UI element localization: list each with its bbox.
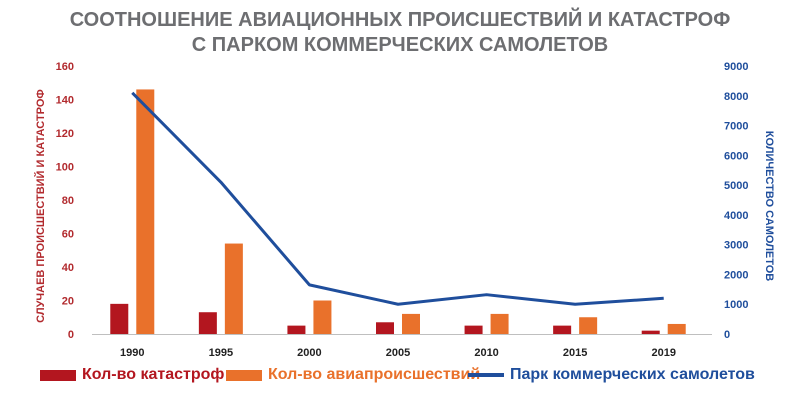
x-tick-label: 2019 [651,347,675,359]
x-tick-label: 1995 [209,347,233,359]
catastrophe-bar [376,322,394,334]
x-tick-label: 2005 [386,347,410,359]
y-left-tick-label: 0 [68,329,74,341]
y-right-tick-label: 4000 [724,210,748,222]
legend-swatch [40,369,76,381]
catastrophe-bar [464,325,483,334]
y-right-tick-label: 5000 [724,180,748,192]
legend-item: Парк коммерческих самолетов [468,366,755,384]
x-tick-label: 2015 [563,347,587,359]
incident-bar [402,313,420,334]
x-tick-label: 1990 [120,347,144,359]
legend-label: Кол-во авиапроисшествий [268,366,481,383]
legend-item: Кол-во авиапроисшествий [226,366,480,384]
catastrophe-bar [198,312,217,334]
fleet-line [131,91,664,306]
catastrophe-bar [553,325,572,334]
legend-swatch [468,373,504,377]
x-tick-label: 2010 [474,347,498,359]
y-right-tick-label: 6000 [724,150,748,162]
chart-title-line-2: С ПАРКОМ КОММЕРЧЕСКИХ САМОЛЕТОВ [191,34,609,56]
x-tick-label: 2000 [297,347,321,359]
y-left-tick-label: 60 [62,229,74,241]
y-left-tick-label: 100 [56,162,74,174]
chart-title: СООТНОШЕНИЕ АВИАЦИОННЫХ ПРОИСШЕСТВИЙ И К… [0,8,800,58]
y-right-axis-label: КОЛИЧЕСТВО САМОЛЕТОВ [763,131,775,281]
incident-bar [313,300,332,334]
incident-bar [667,323,686,334]
legend-swatch [226,369,262,381]
catastrophe-bar [287,325,306,334]
y-right-tick-label: 7000 [724,121,748,133]
y-left-tick-label: 40 [62,262,74,274]
legend-item: Кол-во катастроф [40,366,224,384]
legend-label: Парк коммерческих самолетов [510,366,755,383]
catastrophe-bar [110,303,129,334]
y-right-tick-label: 1000 [724,299,748,311]
incident-bar [136,89,155,334]
y-left-tick-label: 120 [56,128,74,140]
y-right-tick-label: 8000 [724,91,748,103]
y-right-tick-label: 0 [724,329,730,341]
y-right-tick-label: 2000 [724,269,748,281]
chart-legend: Кол-во катастроф Кол-во авиапроисшествий П… [0,366,800,390]
legend-label: Кол-во катастроф [82,366,225,383]
incident-bar [579,317,598,334]
y-left-tick-label: 80 [62,195,74,207]
incident-bar [224,243,243,334]
chart-title-line-1: СООТНОШЕНИЕ АВИАЦИОННЫХ ПРОИСШЕСТВИЙ И К… [69,9,731,31]
y-left-tick-label: 160 [56,61,74,73]
y-right-tick-label: 9000 [724,61,748,73]
y-left-axis-label: СЛУЧАЕВ ПРОИСШЕСТВИЙ И КАТАСТРОФ [34,89,47,323]
y-left-tick-label: 140 [56,95,74,107]
y-left-tick-label: 20 [62,296,74,308]
combo-chart: 0 20 40 60 80 100 120 140 160 0 1000 2000 3000 4000 50… [34,61,775,359]
incident-bar [490,313,509,334]
y-right-tick-label: 3000 [724,240,748,252]
catastrophe-bar [641,330,660,334]
